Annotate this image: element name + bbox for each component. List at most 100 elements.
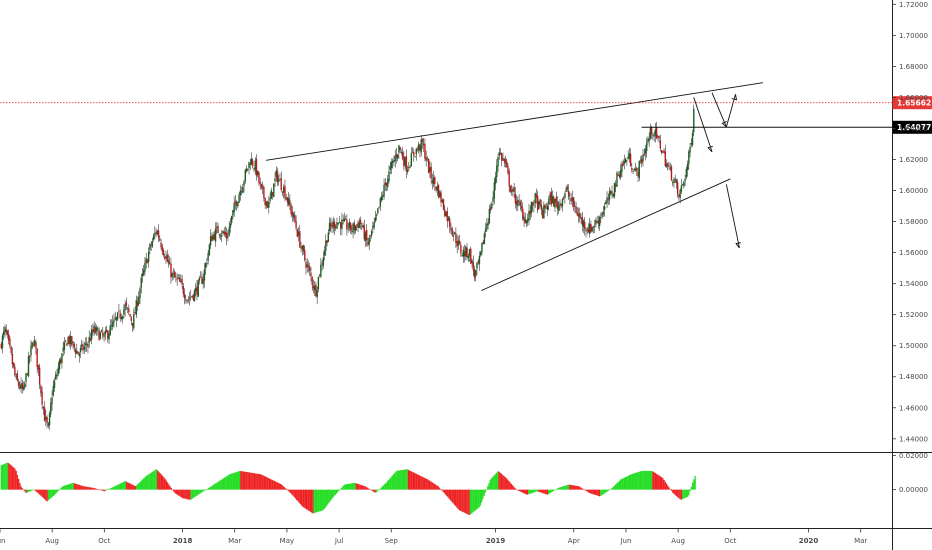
candle-body xyxy=(398,145,400,153)
oscillator-bar xyxy=(104,489,107,491)
oscillator-bar xyxy=(623,477,626,490)
candle-body xyxy=(424,144,426,159)
candle-body xyxy=(584,221,586,230)
candle-body xyxy=(30,346,32,356)
candle-body xyxy=(393,160,395,162)
candle-body xyxy=(423,143,425,146)
oscillator-bar xyxy=(204,489,206,491)
candle-body xyxy=(479,251,482,256)
oscillator-bar xyxy=(413,472,416,490)
candle-body xyxy=(679,189,681,198)
oscillator-bar xyxy=(284,488,287,490)
candle-body xyxy=(310,272,312,277)
candle-body xyxy=(72,341,74,344)
oscillator-bar xyxy=(32,489,35,491)
oscillator-bar xyxy=(231,473,233,490)
oscillator-bar xyxy=(25,489,27,494)
candle-body xyxy=(214,228,217,242)
oscillator-bar xyxy=(315,489,318,513)
candle-body xyxy=(335,226,337,228)
oscillator-bar xyxy=(545,489,547,495)
oscillator-bar xyxy=(344,484,346,490)
oscillator-bar xyxy=(82,486,84,490)
candle-body xyxy=(400,152,403,153)
candle-body xyxy=(639,160,642,162)
oscillator-bar xyxy=(175,489,177,495)
oscillator-bar xyxy=(528,489,530,495)
oscillator-bar xyxy=(127,482,129,490)
candle-body xyxy=(675,179,678,184)
candle-body xyxy=(478,255,481,264)
oscillator-bar xyxy=(94,488,97,490)
oscillator-bar xyxy=(18,478,20,490)
oscillator-bar xyxy=(476,489,478,510)
oscillator-bar xyxy=(320,489,323,511)
oscillator-bar xyxy=(229,474,231,490)
candle-body xyxy=(83,346,85,350)
candle-body xyxy=(259,182,261,185)
time-tick-label: 2019 xyxy=(486,537,506,545)
oscillator-bar xyxy=(492,476,494,490)
oscillator-bar xyxy=(143,478,145,490)
candle-body xyxy=(138,297,140,305)
oscillator-bar xyxy=(232,473,235,490)
candle-body xyxy=(372,225,374,229)
oscillator-bar xyxy=(202,489,205,492)
oscillator-bar xyxy=(601,489,603,496)
oscillator-bar xyxy=(9,464,11,490)
candle-body xyxy=(11,353,14,365)
candle-body xyxy=(462,249,465,257)
candle-body xyxy=(508,171,510,187)
candle-body xyxy=(411,152,414,154)
candle-body xyxy=(260,183,263,188)
candle-body xyxy=(84,343,87,345)
candle-body xyxy=(415,148,417,155)
candle-body xyxy=(596,221,598,223)
candle-body xyxy=(185,299,187,301)
oscillator-bar xyxy=(555,489,557,490)
oscillator-bar xyxy=(30,489,32,491)
oscillator-bar xyxy=(3,464,5,490)
candle-body xyxy=(312,285,315,289)
candle-body xyxy=(330,222,332,227)
oscillator-bar xyxy=(166,482,169,490)
candle-body xyxy=(133,313,135,329)
candle-body xyxy=(413,151,415,156)
candle-body xyxy=(304,250,306,260)
oscillator-bar xyxy=(190,489,192,500)
candle-body xyxy=(403,156,405,166)
oscillator-bar xyxy=(523,489,525,494)
oscillator-bar xyxy=(144,476,146,490)
oscillator-bar xyxy=(235,472,237,490)
candle-body xyxy=(421,138,424,143)
candle-body xyxy=(354,225,357,231)
oscillator-bar xyxy=(147,474,149,490)
candle-body xyxy=(321,262,323,264)
candle-body xyxy=(598,217,601,227)
oscillator-bar xyxy=(294,489,297,499)
candle-body xyxy=(182,286,185,295)
candle-body xyxy=(633,169,636,171)
candle-body xyxy=(566,187,569,190)
oscillator-bar xyxy=(430,481,432,490)
candle-body xyxy=(544,204,546,209)
oscillator-bar xyxy=(242,471,244,490)
oscillator-bar xyxy=(441,489,443,491)
oscillator-bar xyxy=(682,489,684,500)
oscillator-bar xyxy=(621,478,623,490)
candle-body xyxy=(62,347,64,352)
oscillator-bar xyxy=(165,480,168,490)
oscillator-bar xyxy=(47,489,50,501)
candle-body xyxy=(306,264,308,267)
oscillator-bar xyxy=(646,470,648,490)
oscillator-bar xyxy=(87,487,89,490)
candle-body xyxy=(266,201,269,208)
candle-body xyxy=(77,351,79,355)
candle-body xyxy=(118,310,120,312)
oscillator-bar xyxy=(631,474,633,490)
oscillator-bar xyxy=(330,489,333,500)
oscillator-bar xyxy=(128,483,130,490)
candle-body xyxy=(404,157,406,167)
oscillator-bar xyxy=(546,489,549,495)
